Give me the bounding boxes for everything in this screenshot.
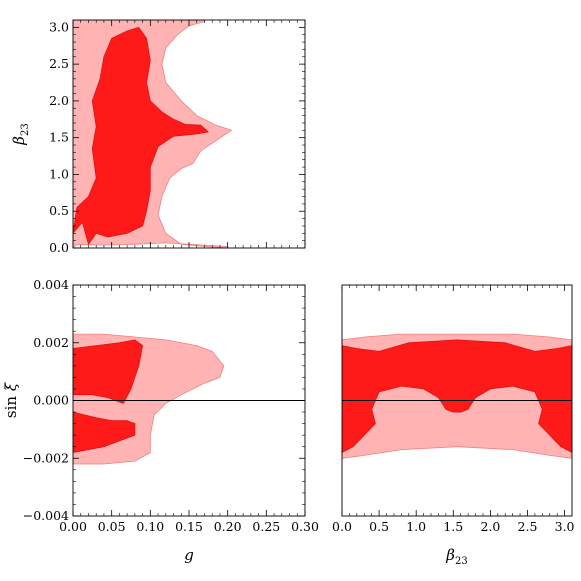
x-tick-label: 0.15 (175, 519, 203, 534)
x-tick-label: 0.30 (291, 519, 319, 534)
plot-frame (341, 284, 573, 517)
inner-contour-region (73, 27, 209, 245)
y-axis-label: sin ξ (2, 382, 20, 418)
y-tick-label: 1.0 (49, 166, 69, 181)
y-tick-label: 1.5 (49, 130, 69, 145)
x-tick-label: 0.5 (369, 519, 389, 534)
panel-bottom-right: 0.0 0.5 1.0 1.5 2.0 2.5 3.0 β23 (332, 284, 575, 567)
y-axis-label: β23 (10, 123, 31, 145)
x-tick-label: 3.0 (555, 519, 575, 534)
y-tick-label: 2.5 (49, 56, 69, 71)
y-tick-label: 0.000 (33, 393, 69, 408)
x-tick-label: 0.0 (332, 519, 352, 534)
x-tick-label: 2.0 (480, 519, 500, 534)
x-axis-label: g (184, 546, 194, 564)
x-tick-label: 0.00 (59, 519, 87, 534)
x-axis-label: β23 (445, 546, 467, 567)
contour-regions (73, 333, 305, 465)
x-tick-label: 1.5 (443, 519, 463, 534)
y-tick-label: 0.0 (49, 240, 69, 255)
inner-contour-region (73, 339, 143, 404)
x-tick-label: 0.05 (98, 519, 126, 534)
contour-regions (73, 20, 232, 248)
x-tick-label: 1.0 (406, 519, 426, 534)
x-tick-label: 0.10 (136, 519, 164, 534)
x-tick-label: 0.25 (252, 519, 280, 534)
panel-top-left: 0.0 0.5 1.0 1.5 2.0 2.5 3.0 β23 (10, 19, 306, 255)
x-tick-label: 2.5 (518, 519, 538, 534)
contour-regions (342, 333, 572, 459)
x-tick-label: 0.20 (214, 519, 242, 534)
inner-contour-region (73, 411, 136, 453)
inner-contour-region (342, 339, 572, 453)
y-tick-label: 2.0 (49, 93, 69, 108)
y-tick-label: −0.002 (23, 450, 69, 465)
y-tick-label: 0.004 (33, 277, 69, 292)
y-tick-label: 3.0 (49, 19, 69, 34)
y-tick-label: 0.5 (49, 203, 69, 218)
y-tick-label: 0.002 (33, 335, 69, 350)
y-tick-label: −0.004 (23, 508, 69, 523)
